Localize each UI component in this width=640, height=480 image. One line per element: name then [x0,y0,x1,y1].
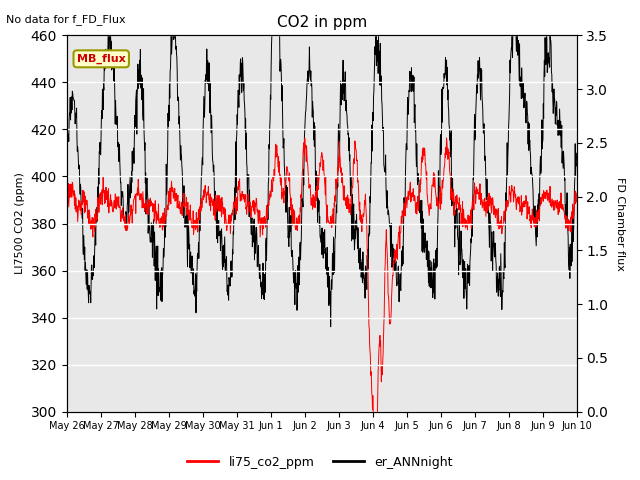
Text: MB_flux: MB_flux [77,54,125,64]
Text: No data for f_FD_Flux: No data for f_FD_Flux [6,14,126,25]
Title: CO2 in ppm: CO2 in ppm [276,15,367,30]
Y-axis label: FD Chamber flux: FD Chamber flux [615,177,625,270]
Legend: li75_co2_ppm, er_ANNnight: li75_co2_ppm, er_ANNnight [182,451,458,474]
Y-axis label: LI7500 CO2 (ppm): LI7500 CO2 (ppm) [15,173,25,275]
